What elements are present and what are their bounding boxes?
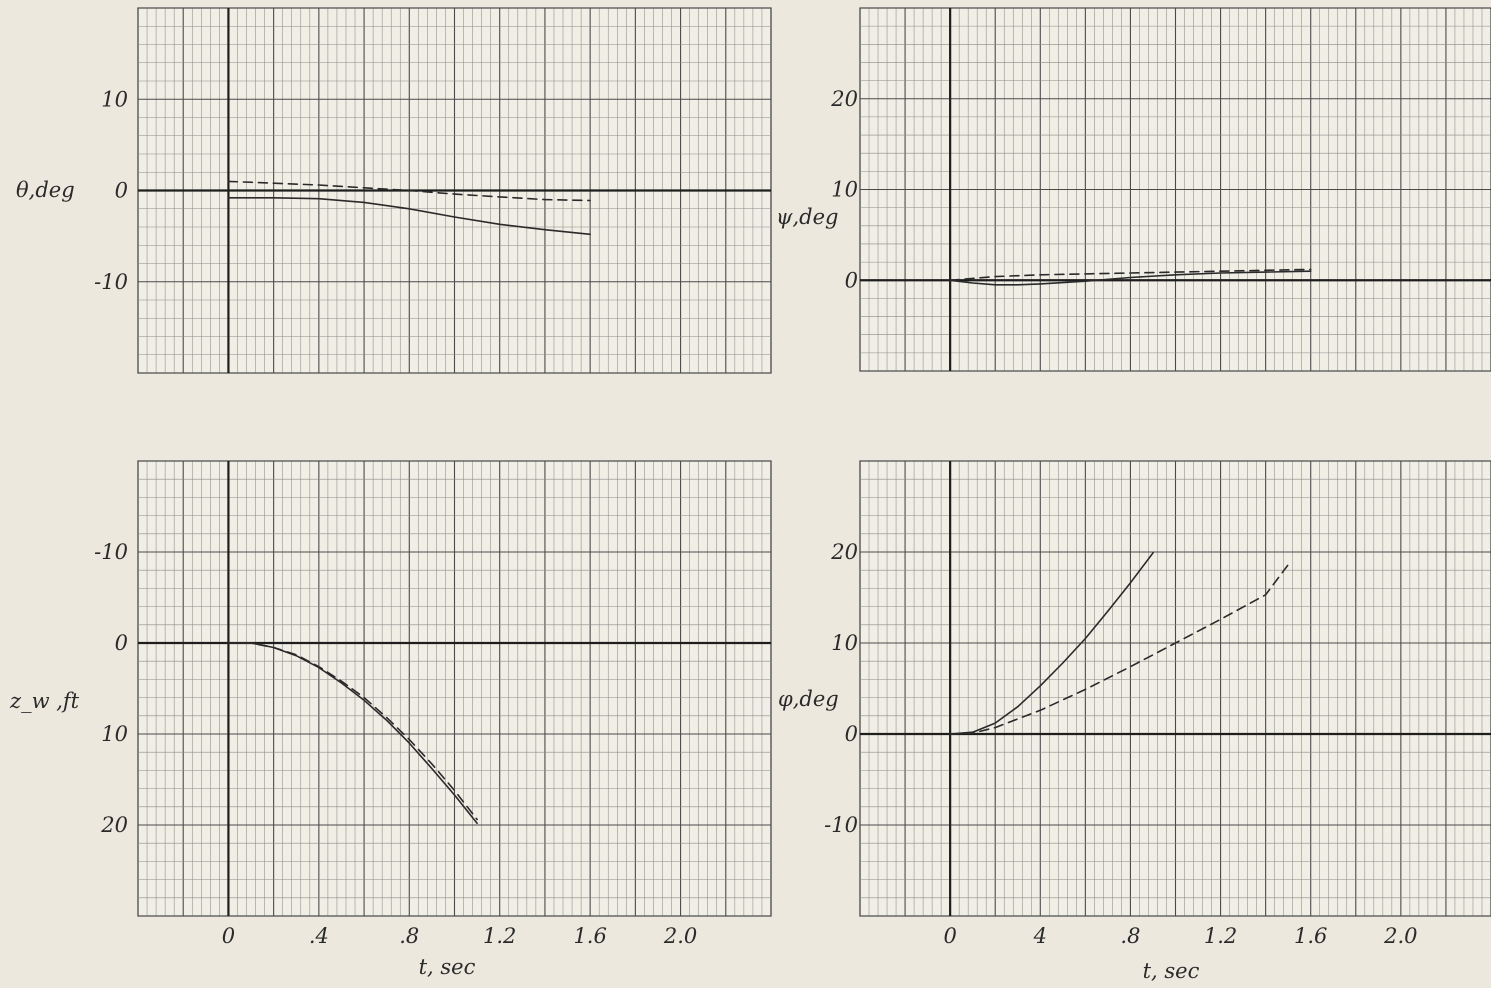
x-tick-label: .4 [309, 924, 329, 948]
series-line-dashed [227, 642, 478, 821]
x-tick-label: 0 [943, 924, 956, 948]
x-tick-label: 4 [1033, 924, 1047, 948]
series-line-solid [949, 552, 1154, 735]
y-axis-label: z_w ,ft [9, 689, 80, 713]
y-tick-label: 20 [100, 813, 128, 837]
y-axis-label: φ,deg [778, 687, 839, 711]
series-line-solid [227, 197, 591, 236]
x-tick-label: .8 [1120, 924, 1140, 948]
y-tick-label: 20 [830, 540, 858, 564]
series-line-dashed [227, 180, 591, 202]
y-tick-label: -10 [824, 813, 858, 837]
x-axis-label: t, sec [1143, 959, 1200, 983]
y-axis-label: θ,deg [16, 178, 75, 202]
series-line-solid [227, 642, 478, 825]
chart-panel-3: -10 0 10 20 0 .4 .8 1.2 1.6 2.0 z_w ,ft t, sec [9, 460, 772, 979]
gridlines [859, 7, 1491, 372]
x-tick-label: 1.2 [1204, 924, 1237, 948]
y-tick-label: 0 [845, 722, 858, 746]
x-tick-label: 1.2 [483, 924, 516, 948]
gridlines [137, 460, 772, 917]
y-tick-label: 0 [845, 268, 858, 292]
y-tick-label: 10 [831, 178, 858, 202]
chart-panel-1: 10 0 -10 θ,deg [16, 7, 772, 374]
y-tick-label: 10 [831, 631, 858, 655]
chart-panel-4: 20 10 0 -10 0 4 .8 1.2 1.6 2.0 φ,deg t, sec [778, 460, 1491, 983]
y-tick-label: 10 [101, 87, 128, 111]
y-tick-label: 20 [830, 87, 858, 111]
x-tick-label: 1.6 [573, 924, 606, 948]
y-tick-label: 0 [115, 631, 128, 655]
chart-panel-2: 20 10 0 ψ,deg [776, 7, 1491, 372]
series-line-dashed [949, 563, 1289, 735]
y-tick-label: -10 [94, 270, 128, 294]
x-tick-label: 2.0 [663, 924, 697, 948]
x-axis-label: t, sec [419, 955, 476, 979]
y-axis-label: ψ,deg [776, 205, 838, 229]
y-tick-label: 0 [115, 179, 128, 203]
y-tick-label: 10 [101, 722, 128, 746]
x-tick-label: 1.6 [1294, 924, 1327, 948]
x-tick-label: .8 [399, 924, 419, 948]
series-line-dashed [949, 268, 1312, 282]
y-tick-label: -10 [94, 540, 128, 564]
series-line-solid [949, 270, 1312, 286]
x-tick-label: 2.0 [1383, 924, 1417, 948]
x-tick-label: 0 [222, 924, 235, 948]
